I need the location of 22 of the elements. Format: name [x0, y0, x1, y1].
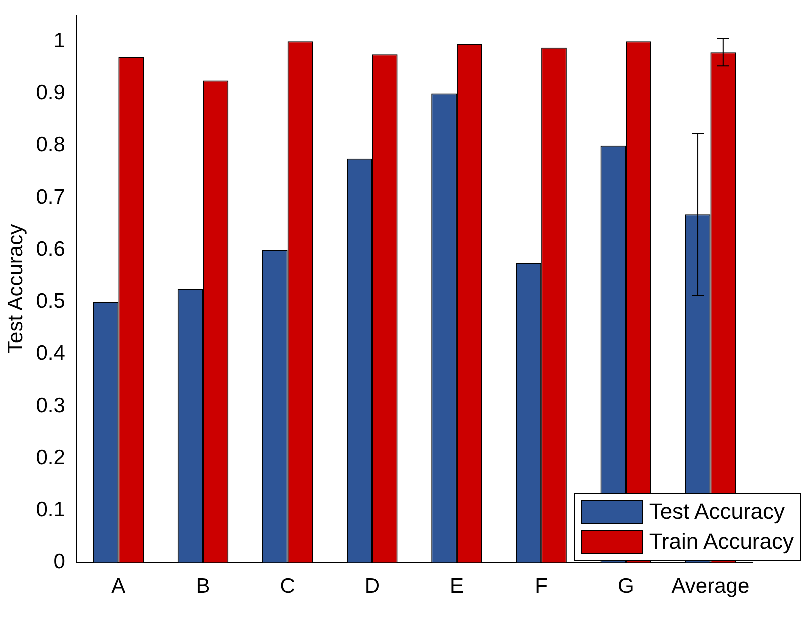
y-tick-label: 0.9: [36, 82, 66, 105]
y-tick-label: 0.1: [36, 498, 66, 522]
y-tick-label: 0.6: [36, 238, 66, 261]
y-tick-label: 0.7: [36, 186, 66, 209]
y-tick-label: 0.5: [36, 290, 66, 314]
x-tick-label: E: [450, 575, 464, 598]
x-tick-label: D: [364, 575, 380, 598]
legend-label: Train Accuracy: [649, 528, 794, 555]
x-tick-label: G: [618, 575, 634, 598]
y-tick-label: 0.3: [36, 394, 66, 418]
y-tick-label: 0.4: [36, 342, 66, 366]
y-tick-label: 1: [54, 29, 66, 52]
x-tick-label: F: [535, 575, 548, 598]
x-tick-label: B: [196, 575, 210, 598]
y-tick-label: 0.8: [36, 134, 66, 157]
legend-label: Test Accuracy: [649, 498, 786, 525]
y-tick-label: 0: [54, 550, 66, 574]
x-tick-label: Average: [672, 575, 750, 598]
y-tick-label: 0.2: [36, 446, 66, 470]
x-tick-label: C: [280, 575, 296, 598]
x-tick-label: A: [112, 575, 126, 598]
y-axis-title: Test Accuracy: [4, 224, 28, 354]
